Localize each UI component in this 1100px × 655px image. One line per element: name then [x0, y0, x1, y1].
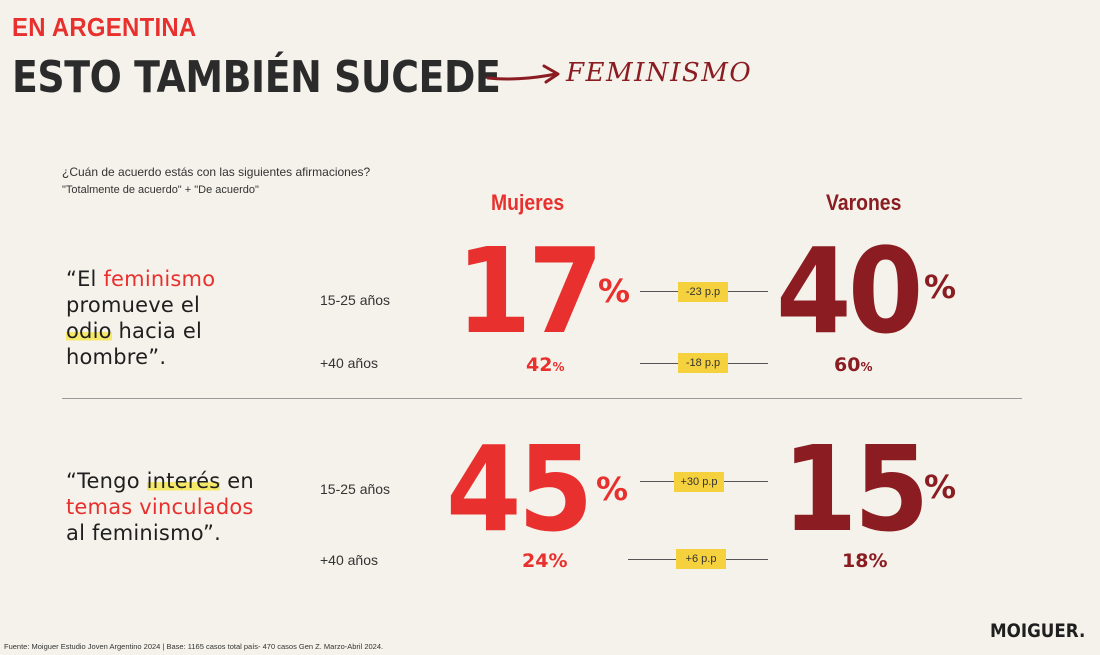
- women-value-big: 17: [456, 222, 603, 360]
- question-text: ¿Cuán de acuerdo estás con las siguiente…: [62, 165, 371, 179]
- men-value-big: 15: [782, 420, 929, 558]
- statement-2: “Tengo interés en temas vinculados al fe…: [66, 468, 254, 546]
- column-header-women: Mujeres: [491, 190, 565, 215]
- age-label: 15-25 años: [320, 292, 391, 308]
- arrow-right-icon: [486, 64, 560, 84]
- percent-sign: %: [924, 268, 957, 306]
- statement-highlight: odio: [66, 319, 112, 343]
- women-value-small: 42%: [526, 354, 564, 376]
- statement-keyword: temas vinculados: [66, 495, 254, 519]
- statement-text: hacia el: [111, 319, 203, 343]
- statement-keyword: feminismo: [103, 267, 216, 291]
- statement-text: “El: [66, 267, 104, 291]
- men-value-small: 60%: [834, 354, 872, 376]
- women-value-big: 45: [446, 420, 593, 558]
- kicker: EN ARGENTINA: [12, 12, 197, 42]
- source-footnote: Fuente: Moiguer Estudio Joven Argentino …: [4, 642, 384, 651]
- statement-text: al feminismo”.: [66, 521, 221, 545]
- scale-note: "Totalmente de acuerdo" + "De acuerdo": [62, 184, 259, 196]
- page-title: ESTO TAMBIÉN SUCEDE: [12, 52, 501, 103]
- men-value-big: 40: [776, 222, 923, 360]
- age-label: 15-25 años: [320, 481, 391, 497]
- brand-logo: MOIGUER.: [990, 620, 1086, 642]
- women-value-small: 24%: [522, 550, 568, 572]
- age-label: +40 años: [320, 552, 378, 568]
- percent-sign: %: [598, 272, 631, 310]
- diff-badge: +30 p.p: [674, 472, 724, 492]
- statement-text: promueve el: [66, 293, 201, 317]
- section-divider: [62, 398, 1022, 399]
- statement-text: hombre”.: [66, 345, 167, 369]
- topic-label: FEMINISMO: [566, 58, 753, 88]
- value-number: 42: [526, 354, 553, 376]
- statement-1: “El feminismo promueve el odio hacia el …: [66, 266, 215, 370]
- value-number: 60: [834, 354, 861, 376]
- statement-highlight: interés: [146, 469, 221, 493]
- statement-text: en: [220, 469, 254, 493]
- diff-badge: +6 p.p: [676, 549, 726, 569]
- men-value-small: 18%: [842, 550, 888, 572]
- percent-sign: %: [860, 360, 873, 374]
- diff-badge: -23 p.p: [678, 282, 728, 302]
- age-label: +40 años: [320, 355, 378, 371]
- statement-text: “Tengo: [66, 469, 147, 493]
- percent-sign: %: [596, 470, 629, 508]
- column-header-men: Varones: [826, 190, 902, 215]
- percent-sign: %: [924, 468, 957, 506]
- diff-badge: -18 p.p: [678, 353, 728, 373]
- percent-sign: %: [552, 360, 565, 374]
